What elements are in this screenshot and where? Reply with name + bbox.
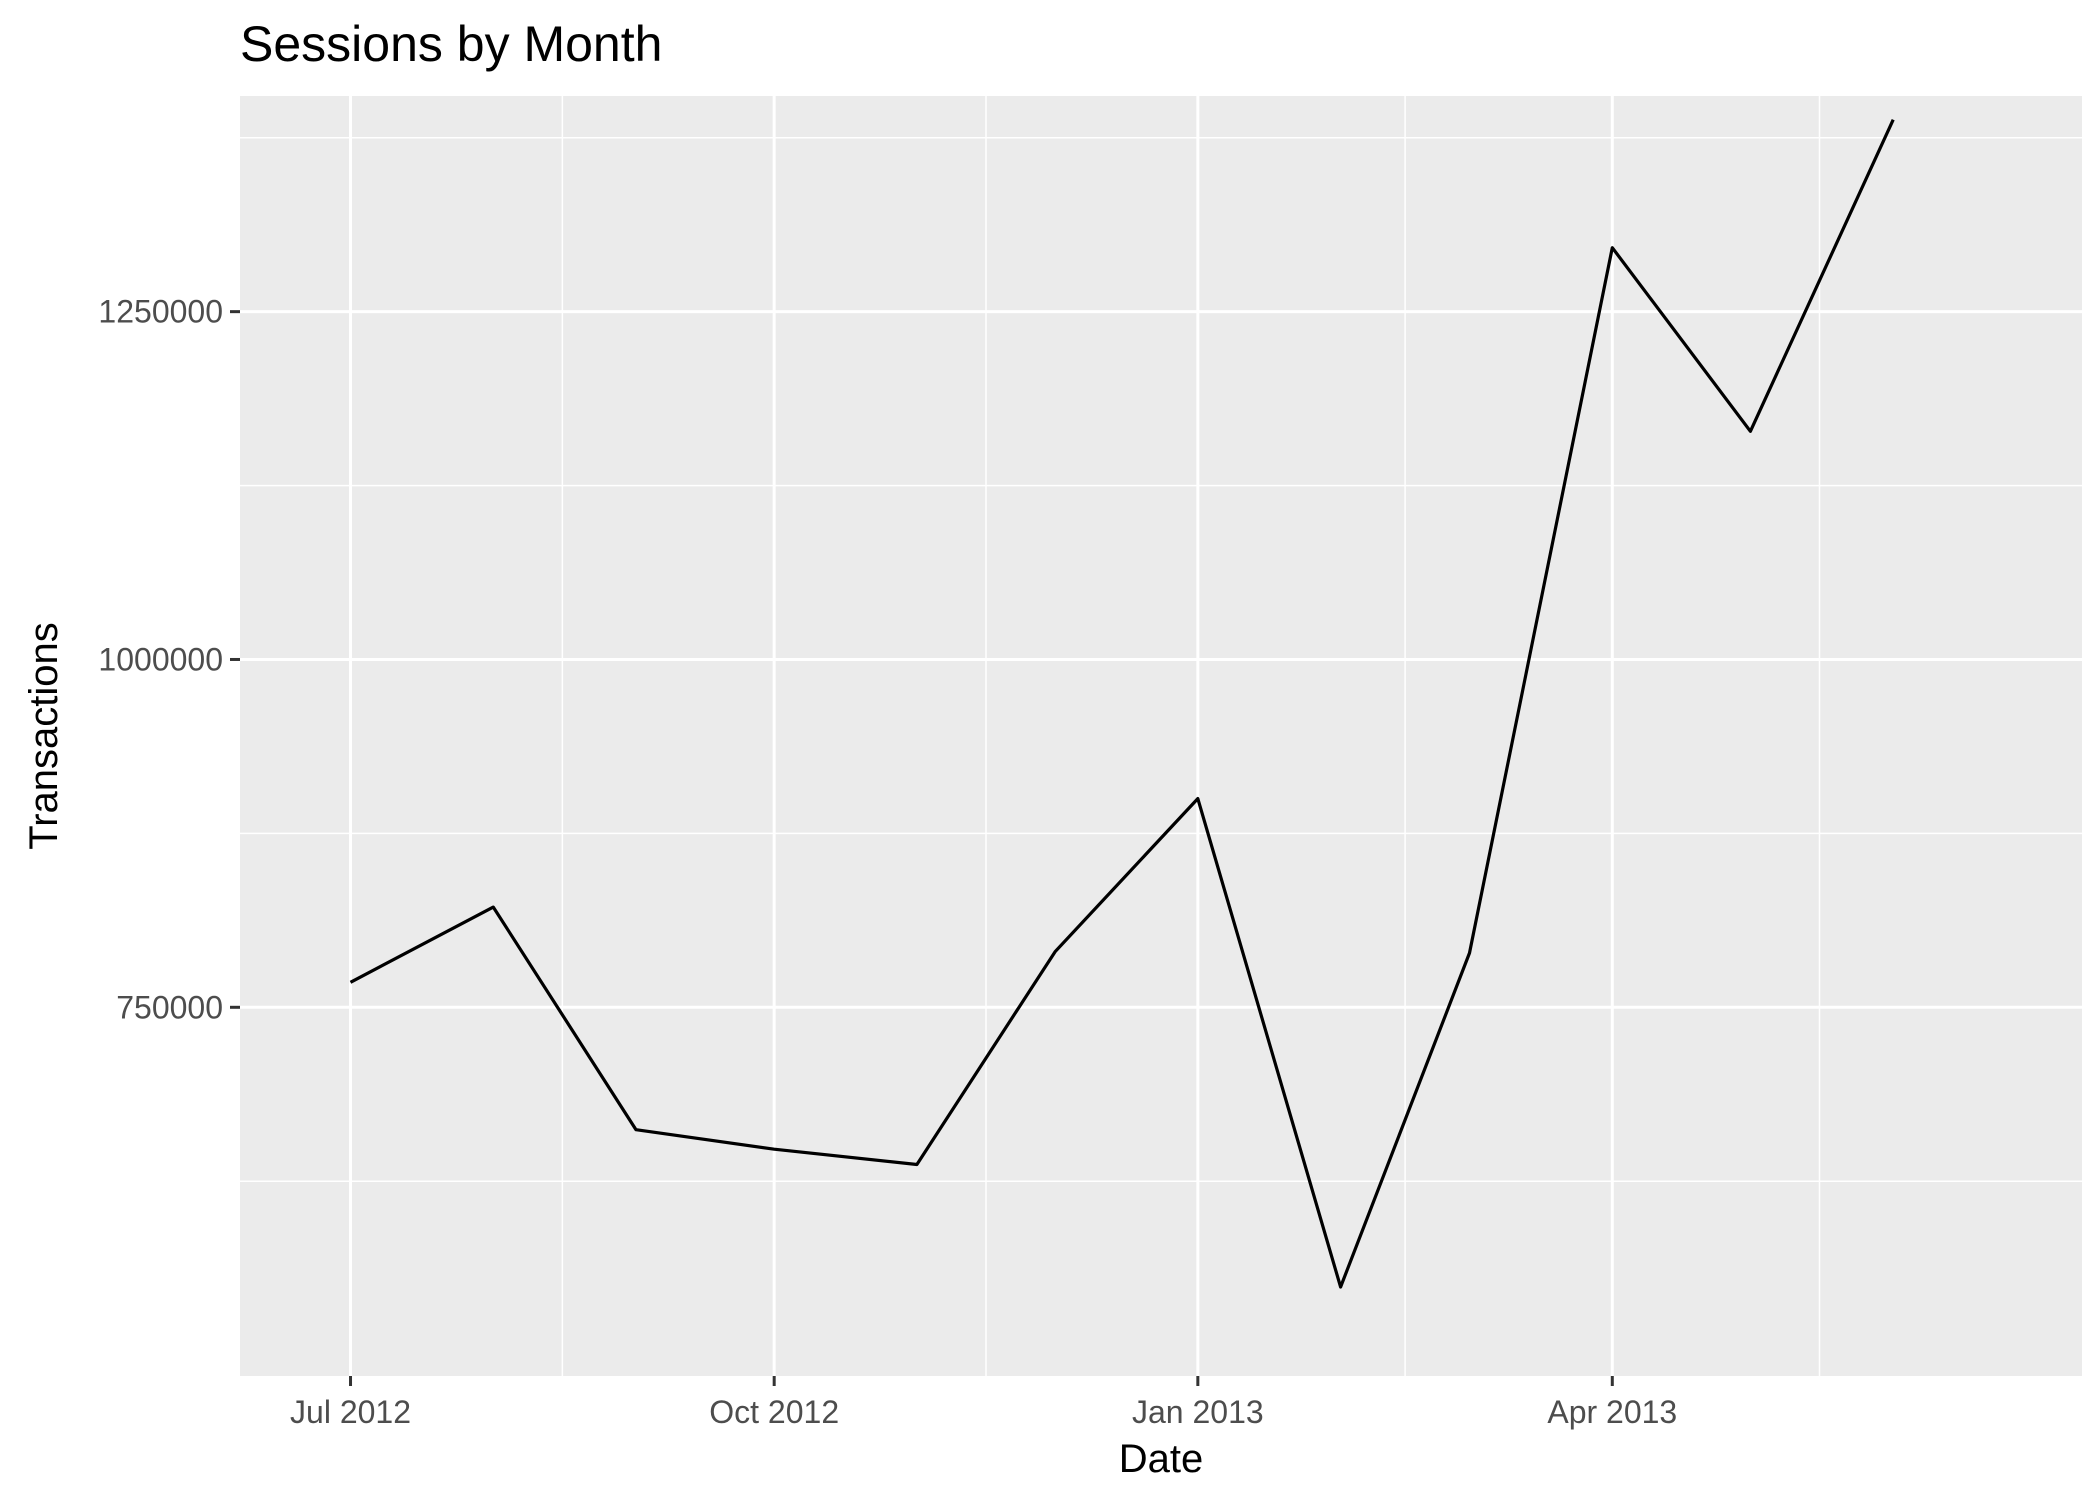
x-tick-label: Oct 2012 xyxy=(709,1394,839,1430)
x-tick-label: Jan 2013 xyxy=(1132,1394,1264,1430)
x-tick-label: Apr 2013 xyxy=(1547,1394,1677,1430)
plot-panel xyxy=(240,96,2082,1376)
x-axis: Jul 2012 Oct 2012 Jan 2013 Apr 2013 xyxy=(290,1376,1677,1430)
major-gridlines xyxy=(240,96,2082,1376)
y-axis: 750000 1000000 1250000 xyxy=(98,294,240,1025)
y-tick-label: 750000 xyxy=(116,989,223,1025)
x-axis-title: Date xyxy=(1119,1437,1204,1481)
x-tick-label: Jul 2012 xyxy=(290,1394,411,1430)
y-tick-label: 1250000 xyxy=(98,294,223,330)
y-axis-title: Transactions xyxy=(22,622,66,850)
series-layer xyxy=(349,119,1895,1289)
chart-title: Sessions by Month xyxy=(240,16,662,72)
y-tick-label: 1000000 xyxy=(98,641,223,677)
minor-gridlines xyxy=(240,96,2082,1376)
series-line xyxy=(349,119,1895,1289)
